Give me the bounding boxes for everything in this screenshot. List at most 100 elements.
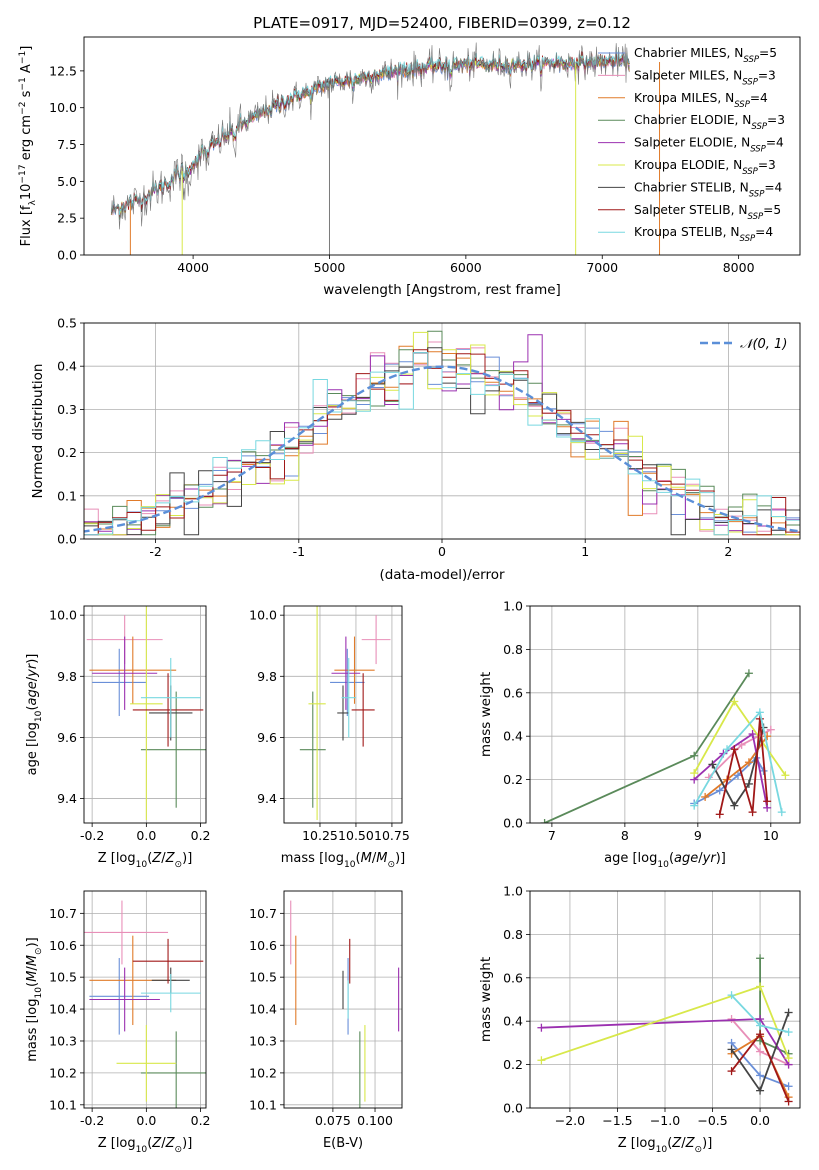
- y-axis-label: Flux [fλ10−17 erg cm−2 s−1 A−1]: [18, 46, 38, 247]
- y-tick-label: 10.5: [249, 970, 277, 985]
- y-tick-label: 10.5: [49, 970, 77, 985]
- y-tick-label: 0.4: [57, 359, 77, 374]
- y-tick-label: 2.5: [57, 211, 77, 226]
- x-tick-label: 0.0: [750, 1113, 770, 1128]
- axes-frame: [83, 890, 207, 1109]
- y-tick-label: 0.2: [503, 772, 523, 787]
- x-tick-label: 9: [694, 828, 702, 843]
- x-tick-label: 8: [621, 828, 629, 843]
- legend-label: Chabrier ELODIE, NSSP=3: [634, 113, 785, 132]
- plot-area-age-weight: [540, 669, 790, 823]
- weight-line-kroupa-stelib: [693, 710, 783, 813]
- x-tick-label: 5000: [314, 260, 346, 275]
- legend-label: Chabrier MILES, NSSP=5: [634, 46, 777, 65]
- y-tick-label: 0.3: [57, 402, 77, 417]
- y-tick-label: 0.0: [503, 816, 523, 831]
- y-tick-label: 10.0: [49, 100, 77, 115]
- x-axis-label: Z [log10(Z/Z⊙)]: [98, 851, 193, 870]
- legend: Chabrier MILES, NSSP=5 Salpeter MILES, NS…: [598, 46, 785, 244]
- model-spectrum-kroupa-stelib: [110, 49, 630, 216]
- x-tick-label: -0.2: [80, 828, 104, 843]
- plot-area-mass-age: [299, 606, 391, 820]
- plot-area-z-weight: [537, 954, 793, 1106]
- axes-spectrum: 4000 5000 6000 7000 8000 0.0 2.5 5.0 7.5 10.0 12.5: [49, 36, 801, 275]
- y-tick-label: 10.6: [249, 938, 277, 953]
- x-tick-label: 8000: [723, 260, 755, 275]
- x-axis-label: wavelength [Angstrom, rest frame]: [323, 282, 561, 298]
- x-tick-label: -0.2: [80, 1113, 104, 1128]
- weight-line-chabrier-elodie: [544, 672, 750, 823]
- y-tick-label: 0.4: [503, 1014, 523, 1029]
- x-axis-label: mass [log10(M/M⊙)]: [281, 851, 405, 870]
- plot-area-residuals: [84, 330, 800, 536]
- x-tick-label: 1: [581, 544, 589, 559]
- y-tick-label: 9.4: [257, 791, 277, 806]
- x-tick-label: 10: [763, 828, 779, 843]
- y-tick-label: 10.2: [49, 1065, 77, 1080]
- weight-line-salpeter-elodie: [693, 732, 769, 808]
- axes-ebv-mass: 0.075 0.100 10.1 10.2 10.3 10.4 10.5 10.6 10.7: [249, 890, 403, 1128]
- y-tick-label: 10.7: [49, 906, 77, 921]
- y-axis-label: mass [log10(M/M⊙)]: [25, 937, 44, 1061]
- x-axis-label: E(B-V): [323, 1136, 363, 1151]
- legend-label: Kroupa ELODIE, NSSP=3: [634, 158, 776, 177]
- y-tick-label: 9.6: [57, 730, 77, 745]
- observed-spectrum: [111, 42, 630, 230]
- y-tick-label: 10.7: [249, 906, 277, 921]
- y-tick-label: 0.6: [503, 685, 523, 700]
- chart-title: PLATE=0917, MJD=52400, FIBERID=0399, z=0…: [253, 14, 631, 32]
- y-tick-label: 0.0: [57, 532, 77, 547]
- y-tick-label: 1.0: [503, 599, 523, 614]
- axes-frame: [283, 890, 403, 1109]
- axes-residuals: -2 -1 0 1 2 0.0 0.1 0.2 0.3 0.4 0.5: [57, 316, 801, 559]
- x-tick-label: 0: [438, 544, 446, 559]
- gaussian-curve: [84, 365, 800, 533]
- x-axis-label: age [log10(age/yr)]: [604, 851, 726, 870]
- axes-frame: [283, 605, 403, 824]
- y-tick-label: 0.1: [57, 488, 77, 503]
- y-tick-label: 10.1: [249, 1097, 277, 1112]
- y-tick-label: 10.0: [49, 608, 77, 623]
- y-tick-label: 10.3: [249, 1033, 277, 1048]
- axes-age-weight: 7 8 9 10 0.0 0.2 0.4 0.6 0.8 1.0: [503, 599, 801, 843]
- legend-label: Kroupa MILES, NSSP=4: [634, 91, 768, 110]
- histogram-salpeter-miles: [84, 341, 800, 536]
- x-tick-label: 0.0: [136, 828, 156, 843]
- x-tick-label: 7: [548, 828, 556, 843]
- axes-frame: [83, 36, 801, 256]
- axes-frame: [83, 605, 207, 824]
- y-tick-label: 10.2: [249, 1065, 277, 1080]
- legend-label: 𝒩(0, 1): [740, 337, 787, 352]
- y-axis-label: age [log10(age/yr)]: [25, 654, 44, 776]
- y-tick-label: 0.2: [503, 1057, 523, 1072]
- x-tick-label: 7000: [586, 260, 618, 275]
- x-tick-label: 0.100: [357, 1113, 393, 1128]
- x-tick-label: 0.2: [191, 828, 211, 843]
- plot-area-z-mass: [84, 900, 206, 1108]
- y-tick-label: 10.4: [49, 1002, 77, 1017]
- y-tick-label: 0.0: [503, 1101, 523, 1116]
- x-tick-label: -1: [293, 544, 305, 559]
- y-tick-label: 10.6: [49, 938, 77, 953]
- y-tick-label: 0.8: [503, 927, 523, 942]
- axes-mass-age: 10.25 10.50 10.75 9.4 9.6 9.8 10.0: [249, 605, 410, 843]
- y-tick-label: 7.5: [57, 137, 77, 152]
- x-tick-label: 4000: [177, 260, 209, 275]
- x-axis-label: Z [log10(Z/Z⊙)]: [98, 1136, 193, 1155]
- weight-line-chabrier-elodie: [759, 958, 789, 1055]
- legend-label: Chabrier STELIB, NSSP=4: [634, 180, 783, 199]
- legend-label: Kroupa STELIB, NSSP=4: [634, 225, 773, 244]
- plot-area-z-age: [86, 606, 206, 820]
- histogram-chabrier-stelib: [84, 347, 800, 536]
- y-axis-label: Normed distribution: [30, 364, 46, 499]
- y-tick-label: 12.5: [49, 63, 77, 78]
- histogram-kroupa-stelib: [84, 352, 800, 536]
- axes-z-weight: −2.0 −1.5 −1.0 −0.5 0.0 0.0 0.2 0.4 0.6 0.8 1.0: [503, 884, 801, 1128]
- x-axis-label: Z [log10(Z/Z⊙)]: [618, 1136, 713, 1155]
- y-tick-label: 10.3: [49, 1033, 77, 1048]
- axes-frame: [529, 605, 801, 824]
- x-tick-label: 2: [724, 544, 732, 559]
- y-tick-label: 10.1: [49, 1097, 77, 1112]
- y-tick-label: 0.4: [503, 729, 523, 744]
